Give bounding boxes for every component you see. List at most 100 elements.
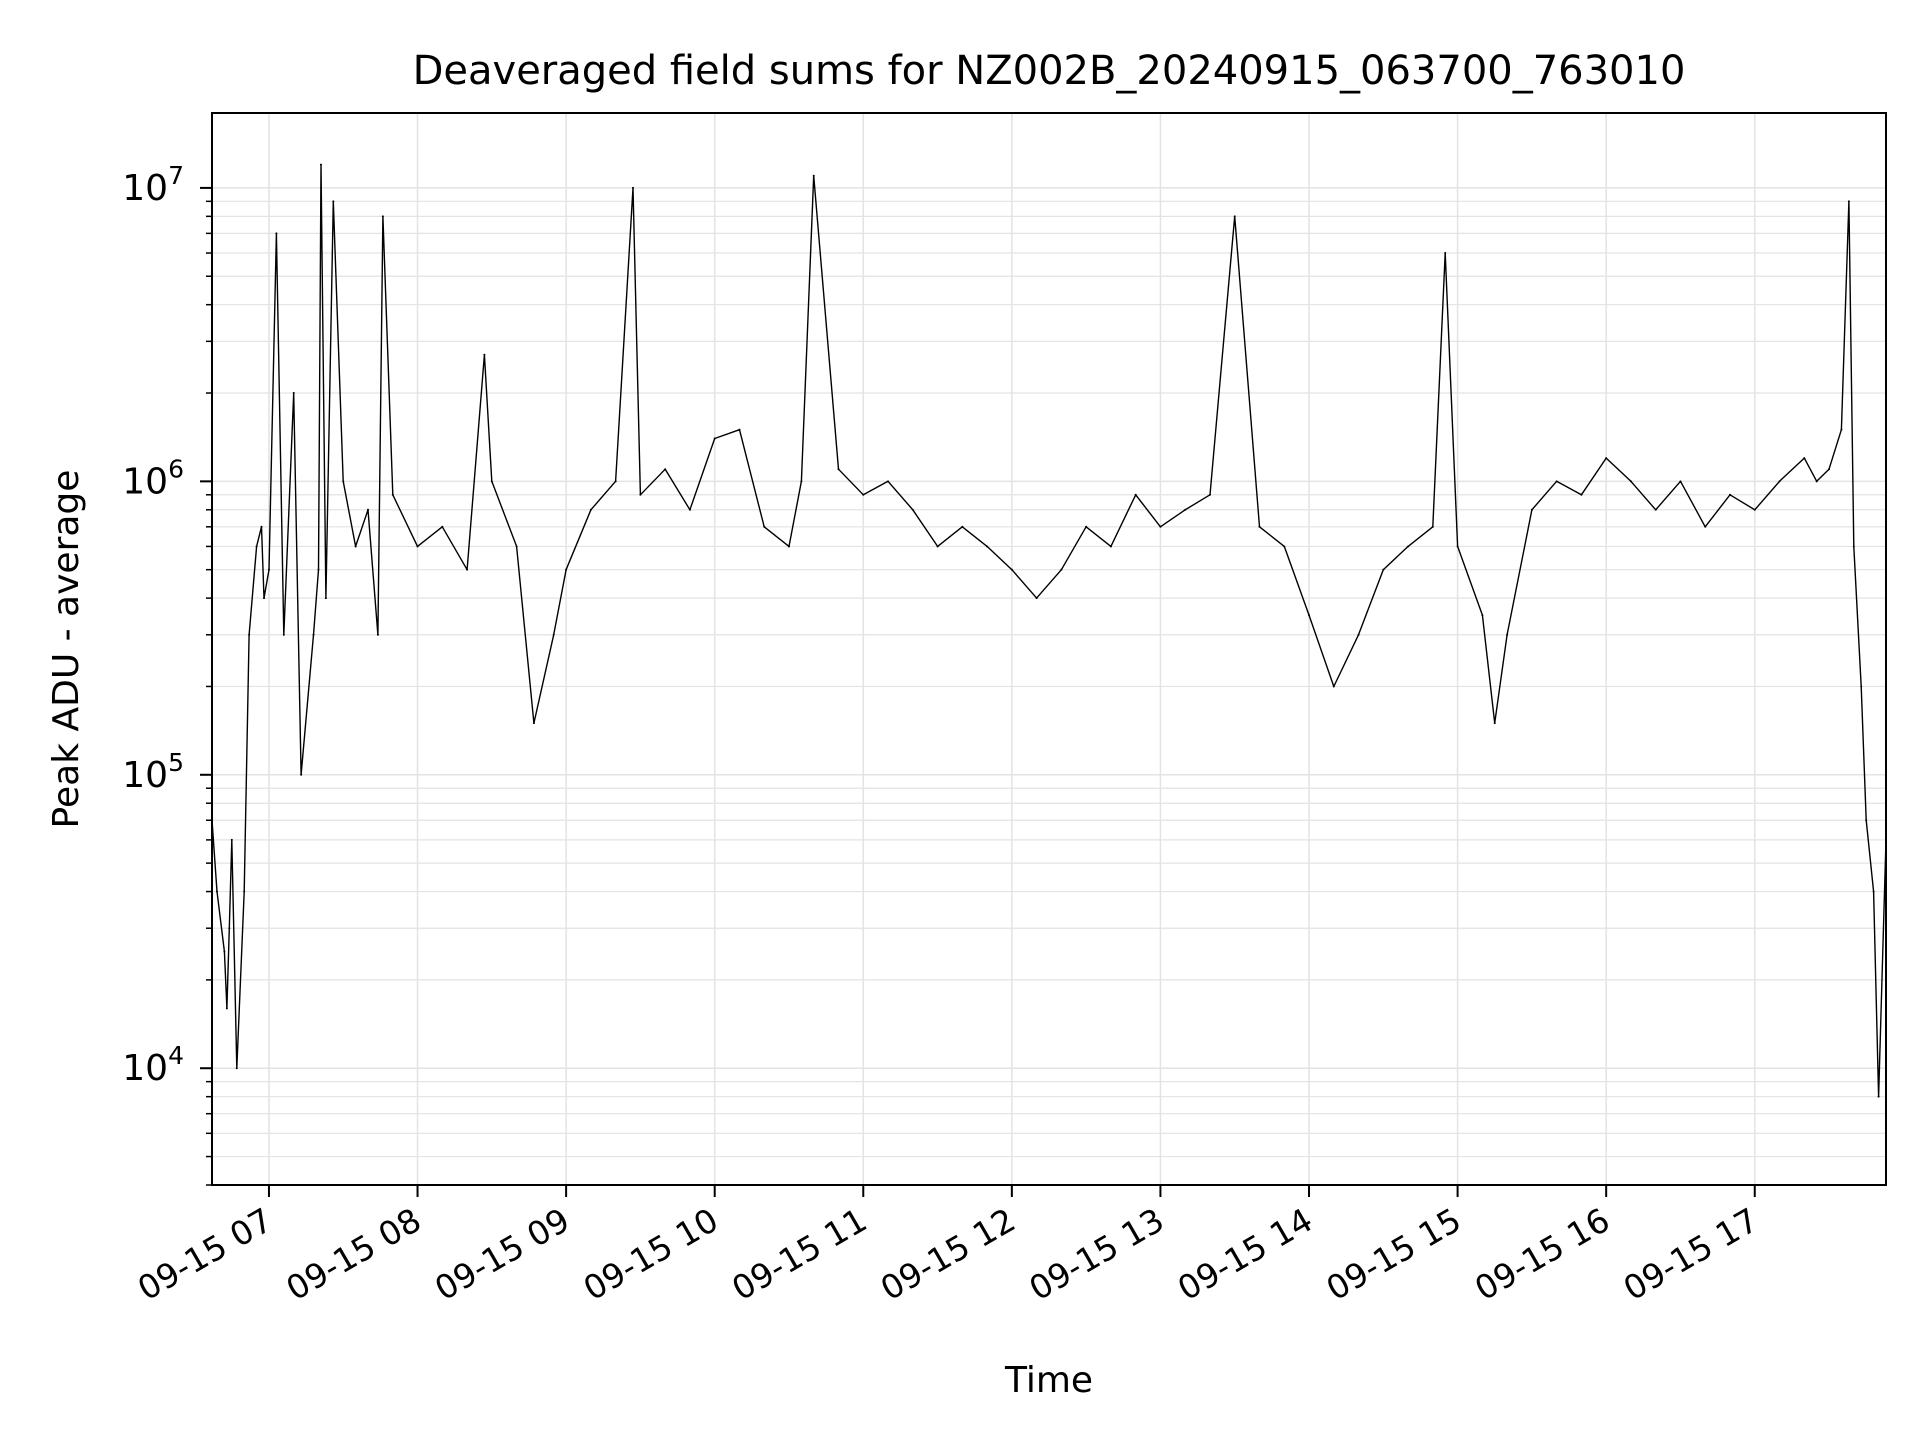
data-point bbox=[1382, 568, 1385, 571]
data-point bbox=[787, 545, 790, 548]
data-point bbox=[324, 597, 327, 600]
data-point bbox=[1444, 252, 1447, 255]
data-point bbox=[1407, 545, 1410, 548]
chart-title: Deaveraged field sums for NZ002B_2024091… bbox=[413, 48, 1686, 94]
data-point bbox=[1704, 525, 1707, 528]
data-point bbox=[1629, 480, 1632, 483]
data-point bbox=[552, 633, 555, 636]
data-point bbox=[1877, 1095, 1880, 1098]
data-point bbox=[1481, 614, 1484, 617]
data-point bbox=[416, 545, 419, 548]
data-point bbox=[243, 890, 246, 893]
data-point bbox=[1283, 545, 1286, 548]
data-point bbox=[664, 468, 667, 471]
data-point bbox=[763, 525, 766, 528]
y-tick-label: 104 bbox=[122, 1041, 184, 1089]
data-point bbox=[282, 633, 285, 636]
data-point bbox=[317, 568, 320, 571]
data-point bbox=[1852, 545, 1855, 548]
data-point bbox=[381, 215, 384, 218]
data-point bbox=[1134, 493, 1137, 496]
plot-area bbox=[212, 113, 1886, 1185]
data-point bbox=[292, 392, 295, 395]
data-point bbox=[263, 597, 266, 600]
data-point bbox=[1778, 480, 1781, 483]
data-point bbox=[1456, 545, 1459, 548]
data-point bbox=[248, 633, 251, 636]
data-point bbox=[1184, 508, 1187, 511]
data-point bbox=[1555, 480, 1558, 483]
data-point bbox=[223, 950, 226, 953]
data-point bbox=[225, 1007, 228, 1010]
data-point bbox=[466, 568, 469, 571]
data-point bbox=[812, 174, 815, 177]
data-point bbox=[1847, 200, 1850, 203]
x-axis-label: Time bbox=[1004, 1360, 1093, 1401]
data-point bbox=[1493, 722, 1496, 725]
data-point bbox=[565, 568, 568, 571]
data-point bbox=[986, 545, 989, 548]
data-point bbox=[1109, 545, 1112, 548]
plot-frame bbox=[211, 112, 1887, 1186]
data-point bbox=[1815, 480, 1818, 483]
data-point bbox=[961, 525, 964, 528]
data-point bbox=[1654, 508, 1657, 511]
data-point bbox=[1872, 890, 1875, 893]
data-point bbox=[215, 890, 218, 893]
data-point bbox=[376, 633, 379, 636]
data-point bbox=[639, 493, 642, 496]
data-point bbox=[589, 508, 592, 511]
data-point bbox=[490, 480, 493, 483]
data-point bbox=[1506, 633, 1509, 636]
data-point bbox=[911, 508, 914, 511]
y-tick-label: 105 bbox=[122, 748, 184, 796]
data-point bbox=[688, 508, 691, 511]
data-point bbox=[230, 838, 233, 841]
data-point bbox=[1308, 614, 1311, 617]
data-point bbox=[228, 927, 231, 930]
data-point bbox=[800, 480, 803, 483]
data-point bbox=[367, 508, 370, 511]
data-point bbox=[1840, 428, 1843, 431]
y-axis-label: Peak ADU - average bbox=[46, 470, 87, 829]
data-point bbox=[342, 480, 345, 483]
data-point bbox=[614, 480, 617, 483]
data-point bbox=[260, 525, 263, 528]
data-point bbox=[441, 525, 444, 528]
data-point bbox=[354, 545, 357, 548]
data-point bbox=[275, 232, 278, 235]
data-point bbox=[1865, 819, 1868, 822]
data-point bbox=[483, 353, 486, 356]
data-point bbox=[1357, 633, 1360, 636]
data-point bbox=[235, 1067, 238, 1070]
data-point bbox=[1159, 525, 1162, 528]
data-point bbox=[1233, 215, 1236, 218]
data-point bbox=[1803, 457, 1806, 460]
data-point bbox=[1060, 568, 1063, 571]
data-point bbox=[1530, 508, 1533, 511]
data-point bbox=[1010, 568, 1013, 571]
data-point bbox=[1753, 508, 1756, 511]
grid-lines bbox=[212, 113, 1886, 1186]
data-point bbox=[532, 722, 535, 725]
data-point bbox=[267, 568, 270, 571]
data-point bbox=[391, 493, 394, 496]
data-point bbox=[1605, 457, 1608, 460]
data-point bbox=[1035, 597, 1038, 600]
data-point bbox=[312, 633, 315, 636]
data-point bbox=[1085, 525, 1088, 528]
data-point bbox=[1258, 525, 1261, 528]
data-point bbox=[515, 545, 518, 548]
data-point bbox=[936, 545, 939, 548]
data-point bbox=[1679, 480, 1682, 483]
data-point bbox=[319, 163, 322, 166]
data-point bbox=[1208, 493, 1211, 496]
data-point bbox=[255, 545, 258, 548]
data-point bbox=[332, 200, 335, 203]
data-point bbox=[1828, 468, 1831, 471]
data-point bbox=[1860, 685, 1863, 688]
data-point bbox=[1580, 493, 1583, 496]
data-point bbox=[738, 428, 741, 431]
